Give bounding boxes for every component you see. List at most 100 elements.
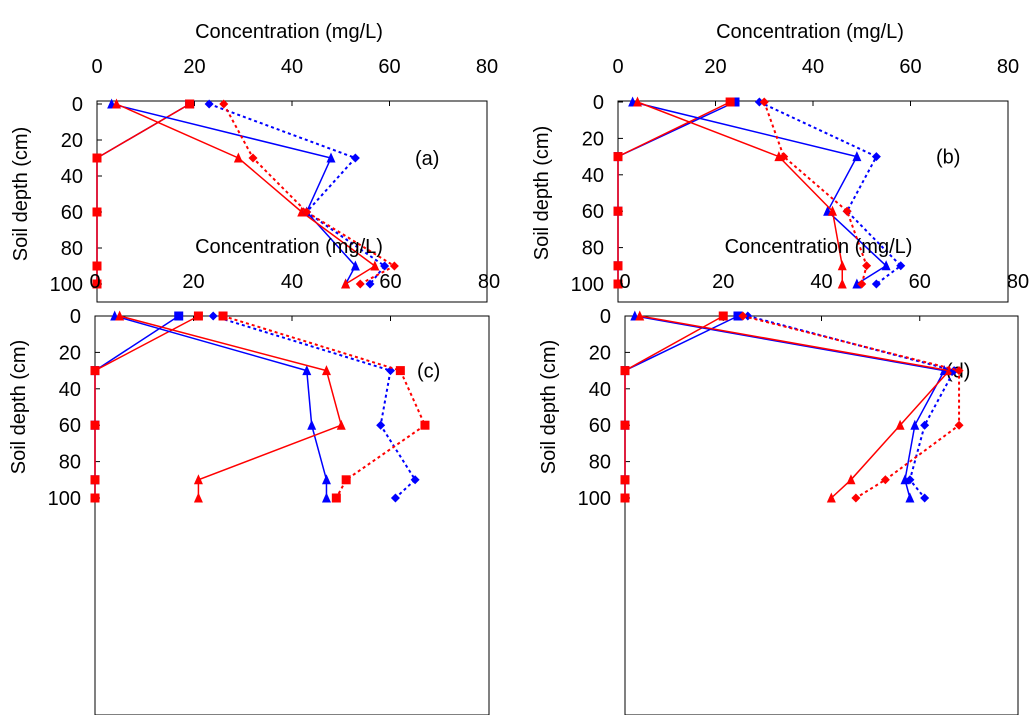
x-tick-label: 80 (478, 271, 500, 293)
data-point-square (193, 311, 203, 321)
x-tick-label: 80 (476, 56, 498, 78)
series-line (747, 315, 956, 499)
data-point-diamond (365, 279, 375, 289)
y-tick-label: 60 (61, 202, 83, 224)
y-tick-label: 80 (582, 238, 604, 260)
data-point-square (730, 97, 740, 107)
data-point-diamond (842, 206, 852, 216)
data-point-square (613, 206, 623, 216)
data-point-triangle (321, 492, 331, 503)
series-5 (219, 99, 399, 289)
data-point-triangle (302, 365, 312, 376)
data-point-diamond (862, 261, 872, 271)
data-point-square (620, 475, 630, 485)
y-axis-title: Soil depth (cm) (10, 127, 32, 262)
data-point-triangle (193, 492, 203, 503)
y-tick-label: 20 (59, 342, 81, 364)
data-point-triangle (350, 260, 360, 271)
y-tick-label: 0 (70, 306, 81, 328)
series-line (639, 315, 951, 499)
data-point-triangle (115, 310, 125, 321)
data-point-triangle (370, 260, 380, 271)
data-point-square (90, 366, 100, 376)
series-line (222, 103, 397, 285)
data-point-diamond (954, 420, 964, 430)
data-point-square (90, 475, 100, 485)
data-point-diamond (738, 311, 748, 321)
series-line (758, 101, 903, 285)
x-tick-label: 20 (182, 271, 204, 293)
x-axis-title: Concentration (mg/L) (195, 21, 383, 43)
data-point-square (725, 97, 735, 107)
y-axis-title: Soil depth (cm) (531, 126, 553, 261)
chart-panel-1: Concentration (mg/L) 0 20 40 60 80 0 20 40 60 80 10… (531, 21, 1019, 303)
y-tick-label: 0 (593, 92, 604, 114)
y-axis-title: Soil depth (cm) (538, 340, 560, 475)
series-0 (92, 99, 195, 289)
y-tick-label: 40 (582, 165, 604, 187)
y-tick-label: 20 (589, 342, 611, 364)
data-point-triangle (112, 98, 121, 109)
data-point-triangle (910, 419, 920, 430)
data-point-diamond (896, 261, 906, 271)
series-line (617, 101, 736, 284)
series-line (617, 101, 731, 284)
series-line (94, 315, 199, 498)
data-point-square (620, 366, 630, 376)
series-line (94, 315, 180, 498)
chart-panel-3: Concentration (mg/L) 0 20 40 60 80 0 20 40 60 80 10… (538, 236, 1029, 715)
data-point-triangle (307, 419, 317, 430)
data-point-diamond (851, 493, 861, 503)
data-point-diamond (350, 153, 360, 163)
x-tick-label: 40 (281, 56, 303, 78)
y-tick-label: 20 (582, 128, 604, 150)
y-tick-label: 60 (582, 201, 604, 223)
series-3 (635, 310, 954, 503)
y-tick-label: 80 (61, 238, 83, 260)
data-point-square (174, 311, 184, 321)
series-3 (633, 96, 847, 289)
data-point-triangle (944, 365, 954, 376)
data-point-triangle (326, 152, 336, 163)
data-point-triangle (336, 419, 346, 430)
y-tick-label: 100 (50, 274, 83, 296)
data-point-triangle (341, 278, 351, 289)
data-point-diamond (779, 152, 789, 162)
data-point-square (613, 279, 623, 289)
data-point-triangle (297, 206, 307, 217)
y-tick-label: 60 (59, 415, 81, 437)
data-point-diamond (248, 153, 258, 163)
series-3 (112, 98, 380, 289)
data-point-diamond (949, 366, 959, 376)
data-point-triangle (826, 492, 836, 503)
series-line (212, 315, 417, 499)
y-tick-label: 100 (571, 274, 604, 296)
x-tick-label: 60 (909, 271, 931, 293)
y-tick-label: 80 (59, 452, 81, 474)
series-0 (613, 97, 740, 289)
y-tick-label: 20 (61, 130, 83, 152)
data-point-square (218, 311, 228, 321)
data-point-diamond (880, 475, 890, 485)
data-point-diamond (386, 366, 395, 376)
x-axis-title: Concentration (mg/L) (716, 21, 904, 43)
data-point-diamond (759, 97, 769, 107)
series-5 (759, 97, 872, 289)
series-line (222, 315, 427, 499)
data-point-diamond (754, 97, 764, 107)
series-1 (613, 97, 735, 289)
x-tick-label: 0 (612, 56, 623, 78)
x-tick-label: 60 (899, 56, 921, 78)
y-tick-label: 80 (589, 452, 611, 474)
data-point-diamond (380, 261, 390, 271)
data-point-triangle (828, 205, 837, 216)
y-tick-label: 0 (72, 94, 83, 116)
y-tick-label: 100 (578, 488, 611, 510)
data-point-diamond (208, 311, 218, 321)
data-point-square (90, 493, 100, 503)
data-point-triangle (852, 278, 862, 289)
chart-panel-2: Concentration (mg/L) 0 20 40 60 80 0 20 40 60 80 10… (8, 236, 500, 715)
data-point-triangle (837, 260, 847, 271)
series-line (624, 315, 724, 498)
